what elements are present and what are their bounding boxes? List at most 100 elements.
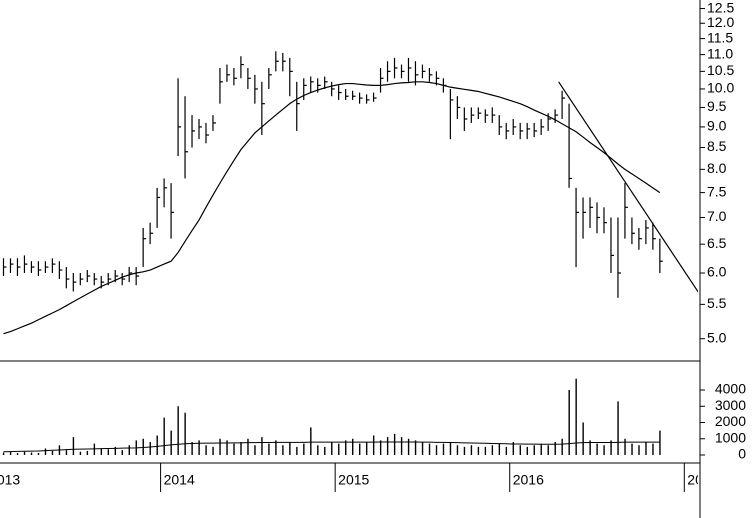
volume-bar xyxy=(163,417,165,455)
volume-bar xyxy=(519,445,521,455)
volume-bar xyxy=(275,440,277,455)
volume-bar xyxy=(379,440,382,455)
volume-bar xyxy=(86,450,89,455)
volume-bar xyxy=(254,445,256,455)
volume-bar xyxy=(156,435,158,455)
volume-bar xyxy=(505,446,508,455)
volume-bar xyxy=(477,446,480,455)
volume-bar xyxy=(589,440,591,455)
volume-bar xyxy=(533,445,535,455)
y-tick-label: 11.0 xyxy=(707,45,733,61)
volume-bar xyxy=(561,438,563,455)
volume-bar xyxy=(247,438,249,455)
x-tick-label: 2014 xyxy=(164,472,195,488)
volume-bar xyxy=(568,390,570,455)
volume-bar xyxy=(365,442,368,455)
volume-bar xyxy=(442,443,445,455)
trendline xyxy=(558,81,698,293)
x-tick-label: 2013 xyxy=(0,472,20,488)
volume-bar xyxy=(191,442,193,455)
volume-bar xyxy=(596,443,598,455)
volume-bar xyxy=(498,443,501,455)
volume-bar xyxy=(212,446,214,455)
volume-bar xyxy=(603,445,605,455)
volume-bar xyxy=(400,437,403,455)
y-tick-label: 12.0 xyxy=(707,14,734,30)
y-tick-label: 12.5 xyxy=(707,0,734,15)
volume-bar xyxy=(540,443,542,455)
volume-bar xyxy=(2,452,5,455)
volume-bar xyxy=(226,440,228,455)
volume-bar xyxy=(338,443,340,455)
y2-tick-label: 0 xyxy=(738,446,746,462)
volume-bar xyxy=(198,440,200,455)
volume-bar xyxy=(324,446,326,455)
y-tick-label: 10.5 xyxy=(707,62,734,78)
volume-bar xyxy=(491,445,494,455)
volume-bar xyxy=(107,449,110,455)
volume-bar xyxy=(177,406,179,455)
volume-bar xyxy=(65,450,68,455)
volume-bar xyxy=(219,438,221,455)
volume-bar xyxy=(526,446,528,455)
x-tick-label: 2016 xyxy=(513,472,544,488)
volume-bar xyxy=(289,442,291,455)
volume-bar xyxy=(359,443,361,455)
volume-bar xyxy=(184,412,186,455)
volume-bar xyxy=(170,430,172,455)
y-tick-label: 5.5 xyxy=(707,295,727,311)
volume-bar xyxy=(638,445,640,455)
volume-bar xyxy=(149,442,151,455)
y-axis: 5.05.56.06.57.07.58.08.59.09.510.010.511… xyxy=(700,0,746,462)
volume-bar xyxy=(100,448,103,455)
volume-bar xyxy=(428,443,431,455)
volume-bar xyxy=(9,452,12,455)
volume-bar xyxy=(317,445,319,455)
y-tick-label: 9.5 xyxy=(707,98,727,114)
y2-tick-label: 4000 xyxy=(715,381,746,397)
volume-bar xyxy=(121,450,123,455)
y2-tick-label: 3000 xyxy=(715,397,746,413)
volume-bar xyxy=(205,445,207,455)
volume-bar xyxy=(128,445,130,455)
volume-bar xyxy=(554,442,556,455)
volume-bar xyxy=(575,378,577,455)
volume-bar xyxy=(51,450,54,455)
volume-bar xyxy=(296,446,298,455)
volume-bar xyxy=(463,446,466,455)
volume-bar xyxy=(449,442,452,455)
volume-bar xyxy=(386,437,389,455)
volume-bar xyxy=(652,443,654,455)
y-tick-label: 9.0 xyxy=(707,118,727,134)
volume-bar xyxy=(659,430,661,455)
volume-bar xyxy=(393,433,396,455)
volume-bar xyxy=(142,438,144,455)
y-tick-label: 11.5 xyxy=(707,29,733,45)
volume-bar xyxy=(352,438,354,455)
volume-bar xyxy=(79,451,82,455)
plot-area: 2013 2014 2015 2016 2017 xyxy=(0,51,718,492)
x-tick-label: 2015 xyxy=(338,472,369,488)
volume-bar xyxy=(268,443,270,455)
volume-bar xyxy=(345,440,347,455)
y-tick-label: 5.0 xyxy=(707,329,727,345)
x-tick-label: 2017 xyxy=(687,472,718,488)
volume-bar xyxy=(582,422,584,455)
volume-bar xyxy=(484,446,487,455)
volume-bar xyxy=(331,442,333,455)
volume-bar xyxy=(372,435,375,455)
volume-bar xyxy=(114,446,117,455)
volume-bar xyxy=(631,443,633,455)
y-tick-label: 7.0 xyxy=(707,208,727,224)
volume-bar xyxy=(645,442,647,455)
volume-bar xyxy=(617,401,619,455)
volume-bar xyxy=(435,445,438,455)
y2-tick-label: 1000 xyxy=(715,429,746,445)
volume-bar xyxy=(44,448,47,455)
volume-bar xyxy=(23,451,26,455)
volume-bar xyxy=(233,443,235,455)
volume-bar xyxy=(72,437,75,455)
y2-tick-label: 2000 xyxy=(715,413,746,429)
y-tick-label: 8.0 xyxy=(707,160,727,176)
